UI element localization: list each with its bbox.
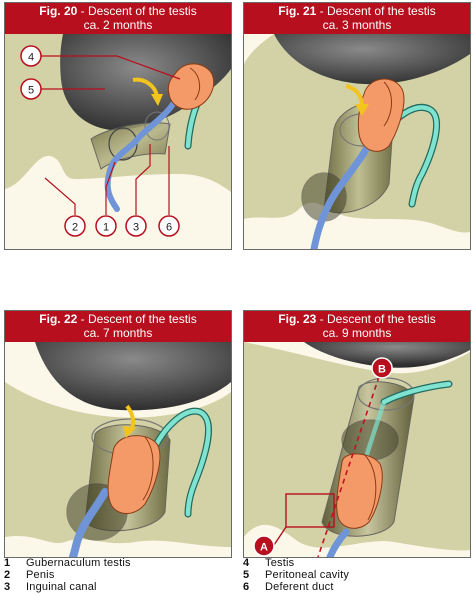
body-surface: [244, 524, 470, 557]
epididymis-detail: [142, 436, 154, 501]
svg-text:1: 1: [103, 222, 109, 234]
figure-23-illustration: B A: [244, 342, 470, 557]
abdominal-organ: [304, 342, 470, 368]
figure-22-header: Fig. 22 - Descent of the testis ca. 7 mo…: [5, 311, 231, 342]
testis-shape: [167, 63, 215, 110]
figure-23-header: Fig. 23 - Descent of the testis ca. 9 mo…: [244, 311, 470, 342]
legend-item-3: 3 Inguinal canal: [4, 581, 97, 593]
callout-2: 2: [64, 215, 86, 237]
body-surface: [244, 202, 470, 249]
callout-A: A: [253, 535, 275, 557]
epididymis-detail: [383, 81, 392, 127]
descent-arrowhead: [151, 94, 163, 106]
legend-item-5: 5 Peritoneal cavity: [243, 569, 350, 581]
callout-B: B: [371, 357, 393, 379]
figure-22-panel: Fig. 22 - Descent of the testis ca. 7 mo…: [4, 310, 232, 558]
figure-20-age: ca. 2 months: [83, 17, 153, 32]
canal-ring-inner: [144, 111, 170, 141]
legend-item-6: 6 Deferent duct: [243, 581, 334, 593]
callout-line-1: [105, 161, 116, 215]
callout-3: 3: [125, 215, 147, 237]
deferent-duct-fill: [152, 408, 211, 517]
descent-arrow: [132, 77, 159, 97]
svg-text:4: 4: [28, 52, 34, 64]
figure-21-panel: Fig. 21 - Descent of the testis ca. 3 mo…: [243, 2, 471, 250]
svg-text:2: 2: [72, 222, 78, 234]
epididymis-detail: [363, 453, 377, 521]
abdominal-organ: [274, 34, 470, 85]
figure-21-header: Fig. 21 - Descent of the testis ca. 3 mo…: [244, 3, 470, 34]
callout-line-2: [44, 177, 76, 215]
callout-4: 4: [20, 45, 42, 67]
legend-item-1: 1 Gubernaculum testis: [4, 557, 131, 569]
figure-20-number: Fig. 20: [39, 4, 78, 18]
body-surface: [5, 535, 231, 557]
figure-21-age: ca. 3 months: [322, 17, 392, 32]
figure-23-age: ca. 9 months: [322, 325, 392, 340]
legend-left: 1 Gubernaculum testis 2 Penis 3 Inguinal ca…: [4, 557, 131, 593]
callout-line-A: [273, 526, 287, 546]
legend-item-2: 2 Penis: [4, 569, 55, 581]
callout-6: 6: [158, 215, 180, 237]
figure-21-illustration: [244, 34, 470, 249]
gubernaculum-cord: [310, 140, 373, 249]
descent-arrowhead: [355, 104, 369, 116]
figure-21-number: Fig. 21: [278, 4, 317, 18]
deferent-duct-fill: [381, 381, 452, 405]
testis-shape: [357, 78, 405, 152]
figure-22-title: - Descent of the testis: [77, 312, 197, 326]
inset-box-A: [285, 493, 335, 528]
svg-text:5: 5: [28, 85, 34, 97]
callout-line-3: [135, 144, 151, 215]
deferent-duct-fill: [381, 105, 439, 207]
dashed-axis-line: [317, 367, 383, 557]
figure-23-panel: Fig. 23 - Descent of the testis ca. 9 mo…: [243, 310, 471, 558]
figure-20-header: Fig. 20 - Descent of the testis ca. 2 mo…: [5, 3, 231, 34]
legend-item-4: 4 Testis: [243, 557, 295, 569]
callout-1: 1: [95, 215, 117, 237]
abdominal-organ: [35, 342, 231, 411]
peritoneal-edge: [244, 34, 274, 64]
svg-text:3: 3: [133, 222, 139, 234]
callout-line-4: [41, 55, 181, 80]
figure-23-title: - Descent of the testis: [316, 312, 436, 326]
figure-20-illustration: 4 5 2 1 3 6: [5, 34, 231, 249]
svg-text:6: 6: [166, 222, 172, 234]
gubernaculum-cord: [326, 528, 350, 557]
figure-22-illustration: [5, 342, 231, 557]
gubernaculum-cord: [69, 488, 109, 557]
figure-23-number: Fig. 23: [278, 312, 317, 326]
epididymis-detail: [189, 67, 201, 101]
figure-22-number: Fig. 22: [39, 312, 78, 326]
figure-21-title: - Descent of the testis: [316, 4, 436, 18]
figure-20-panel: Fig. 20 - Descent of the testis ca. 2 mo…: [4, 2, 232, 250]
figure-22-age: ca. 7 months: [83, 325, 153, 340]
svg-text:A: A: [260, 542, 268, 554]
gubernaculum-cord: [104, 101, 176, 212]
descent-arrowhead: [123, 426, 136, 438]
figure-20-title: - Descent of the testis: [77, 4, 197, 18]
callout-5: 5: [20, 78, 42, 100]
testis-shape: [336, 453, 383, 529]
descent-arrow: [345, 84, 364, 107]
legend-right: 4 Testis 5 Peritoneal cavity 6 Deferent duc…: [243, 557, 349, 593]
svg-text:B: B: [378, 364, 386, 376]
